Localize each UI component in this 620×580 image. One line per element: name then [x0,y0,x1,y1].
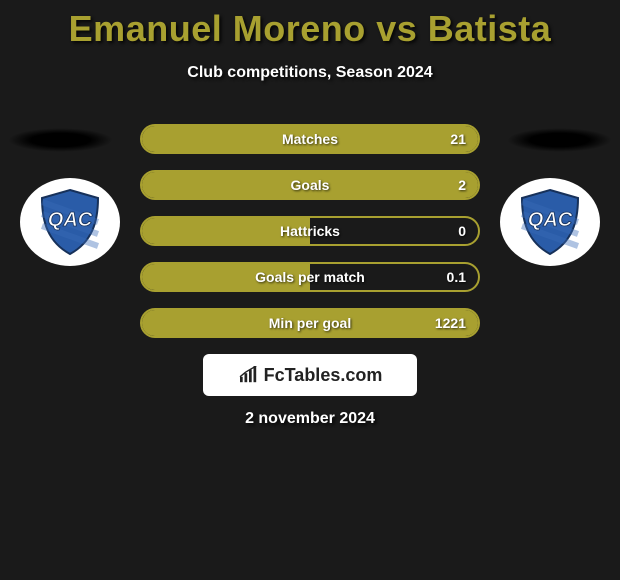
stat-row: Matches 21 [140,124,480,154]
crest-text: QAC [528,209,573,231]
club-shield-icon: QAC [514,186,586,258]
team-crest-right: QAC [500,178,600,266]
stat-right-value: 1221 [435,315,466,331]
player-shadow-right [507,128,612,152]
stat-label: Goals [291,177,330,193]
stat-row: Goals per match 0.1 [140,262,480,292]
player-shadow-left [8,128,113,152]
stat-label: Matches [282,131,338,147]
branding-text: FcTables.com [264,365,383,386]
stat-row: Goals 2 [140,170,480,200]
stat-right-value: 21 [450,131,466,147]
stat-label: Hattricks [280,223,340,239]
stats-container: Matches 21 Goals 2 Hattricks 0 Goals per match… [140,124,480,338]
team-crest-left: QAC [20,178,120,266]
stat-label: Min per goal [269,315,351,331]
stat-right-value: 2 [458,177,466,193]
footer-date: 2 november 2024 [0,410,620,428]
stat-label: Goals per match [255,269,365,285]
bar-chart-icon [238,366,260,384]
branding-box: FcTables.com [203,354,417,396]
stat-row: Hattricks 0 [140,216,480,246]
subtitle: Club competitions, Season 2024 [0,64,620,82]
stat-right-value: 0 [458,223,466,239]
club-shield-icon: QAC [34,186,106,258]
stat-right-value: 0.1 [447,269,466,285]
stat-row: Min per goal 1221 [140,308,480,338]
crest-text: QAC [48,209,93,231]
page-title: Emanuel Moreno vs Batista [0,0,620,50]
